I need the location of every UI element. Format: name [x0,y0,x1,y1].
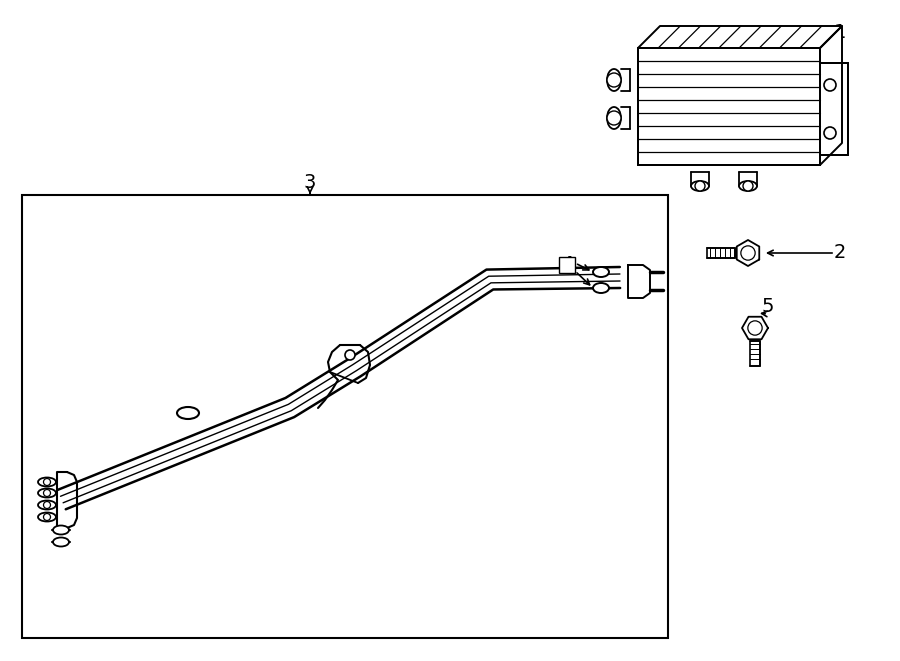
Ellipse shape [53,537,69,547]
Circle shape [695,181,705,191]
Ellipse shape [607,107,621,129]
Bar [707,248,735,258]
Circle shape [748,321,762,335]
Ellipse shape [607,69,621,91]
Bar [638,48,820,165]
Ellipse shape [739,181,757,191]
Circle shape [43,514,50,520]
Ellipse shape [593,283,609,293]
Text: 4: 4 [561,256,573,274]
Text: 1: 1 [833,22,846,42]
Ellipse shape [38,512,56,522]
Circle shape [43,479,50,485]
Bar [820,63,848,155]
Circle shape [345,350,355,360]
Circle shape [743,181,753,191]
Text: 4: 4 [561,256,573,274]
Circle shape [824,127,836,139]
Polygon shape [820,26,842,165]
Ellipse shape [38,500,56,510]
Circle shape [43,490,50,496]
Bar [750,341,760,366]
Text: 3: 3 [304,173,316,192]
Circle shape [607,73,621,87]
Ellipse shape [691,181,709,191]
Ellipse shape [593,267,609,277]
Circle shape [607,111,621,125]
Circle shape [824,79,836,91]
Polygon shape [638,26,842,48]
Text: 5: 5 [761,297,774,315]
Bar [22,195,668,638]
Ellipse shape [53,525,69,535]
Ellipse shape [38,488,56,498]
Circle shape [43,502,50,508]
Ellipse shape [177,407,199,419]
Bar [559,257,575,273]
Circle shape [741,246,755,260]
Text: 2: 2 [833,243,846,262]
Ellipse shape [38,477,56,486]
